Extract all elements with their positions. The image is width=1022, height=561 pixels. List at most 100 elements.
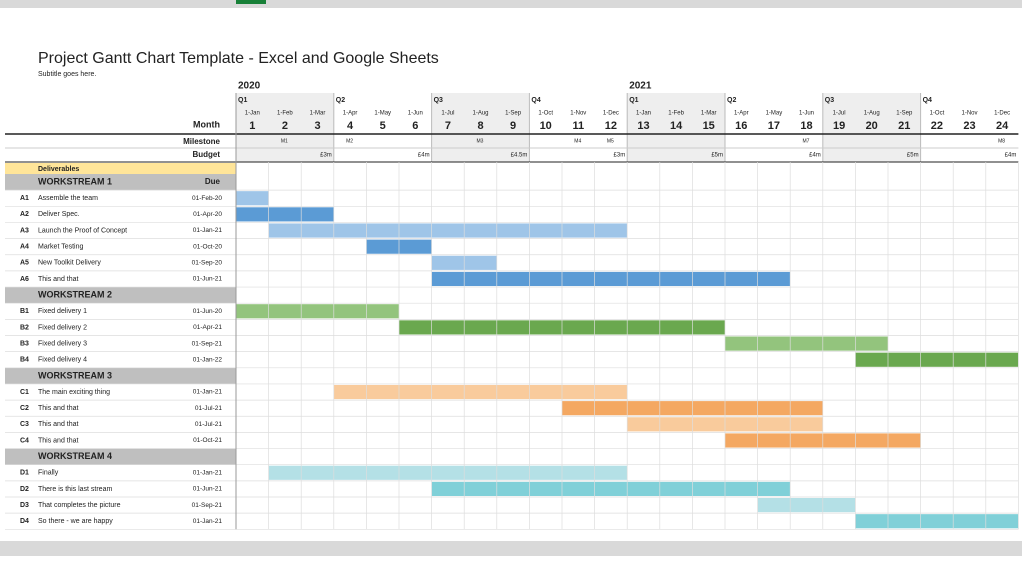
month-number: 7 [445,120,451,132]
year: 2021 [629,81,652,92]
task-id: D4 [20,518,29,525]
milestone: M3 [477,138,484,144]
task-due: 01-Apr-20 [193,211,222,218]
month-number: 15 [703,120,715,132]
month-date: 1-Nov [961,111,977,117]
quarter: Q1 [238,97,247,104]
month-date: 1-Jul [833,111,846,117]
budget: £4m [418,153,430,159]
task-name: This and that [38,405,79,412]
task-name: This and that [38,276,79,283]
task-id: D2 [20,486,29,493]
quarter: Q2 [727,97,736,104]
year: 2020 [238,81,261,92]
quarter: Q4 [923,97,932,104]
task-due: 01-Jun-21 [193,486,223,493]
quarter-shade [236,93,334,162]
task-id: B3 [20,340,29,347]
task-name: That completes the picture [38,502,121,509]
task-id: D3 [20,502,29,509]
month-date: 1-Aug [472,111,488,117]
workstream-row [5,287,236,304]
task-due: 01-Sep-20 [192,260,223,267]
task-due: 01-Oct-21 [193,437,222,444]
task-bar [757,498,856,513]
month-number: 19 [833,120,845,132]
month-date: 1-Feb [277,111,293,117]
month-date: 1-Oct [538,111,553,117]
task-name: There is this last stream [38,486,112,493]
bottom-bar [0,541,1022,556]
month-date: 1-Jul [441,111,454,117]
task-due: 01-Sep-21 [192,340,223,347]
workstream-name: WORKSTREAM 3 [38,370,112,380]
task-due: 01-Jul-21 [195,405,222,412]
month-number: 9 [510,120,516,132]
task-due: 01-Jun-21 [193,276,223,283]
task-id: A2 [20,211,29,218]
month-number: 6 [412,120,418,132]
month-number: 13 [637,120,649,132]
month-number: 1 [249,120,255,132]
task-due: 01-Feb-20 [192,195,222,202]
task-due: 01-Oct-20 [193,243,222,250]
task-name: Fixed delivery 2 [38,324,87,331]
month-number: 12 [605,120,617,132]
task-id: C2 [20,405,29,412]
task-name: Finally [38,470,59,477]
month-date: 1-May [766,111,783,117]
workstream-name: WORKSTREAM 4 [38,451,112,461]
month-number: 21 [898,120,910,132]
milestone: M2 [346,138,353,144]
month-date: 1-May [374,111,391,117]
month-number: 2 [282,120,288,132]
month-date: 1-Dec [994,111,1010,117]
milestone: M1 [281,138,288,144]
task-id: A4 [20,244,29,251]
workstream-name: WORKSTREAM 1 [38,176,112,186]
task-name: This and that [38,421,79,428]
month-number: 18 [800,120,812,132]
task-name: Market Testing [38,244,83,251]
month-number: 17 [768,120,780,132]
month-date: 1-Apr [343,111,358,117]
task-id: C1 [20,389,29,396]
task-due: 01-Jun-20 [193,308,223,315]
task-id: C3 [20,421,29,428]
month-date: 1-Oct [930,111,945,117]
workstream-row [5,367,236,384]
task-id: B1 [20,308,29,315]
task-due: 01-Jan-21 [193,389,223,396]
budget: £5m [907,153,919,159]
task-due: 01-Jan-21 [193,469,223,476]
task-name: So there - we are happy [38,518,113,525]
task-due: 01-Jan-21 [193,227,223,234]
subtitle: Subtitle goes here. [38,71,96,78]
budget: £4.5m [511,153,528,159]
quarter: Q3 [825,97,834,104]
month-number: 8 [477,120,483,132]
month-date: 1-Aug [864,111,880,117]
title: Project Gantt Chart Template - Excel and… [38,50,439,67]
milestone: M4 [574,138,581,144]
task-due: 01-Jan-21 [193,518,223,525]
tab-indicator [236,0,266,4]
month-date: 1-Mar [310,111,326,117]
task-id: A1 [20,195,29,202]
top-bar [0,0,1022,8]
month-date: 1-Sep [896,111,913,117]
task-bar [333,384,628,400]
deliverables-row [5,163,236,174]
task-due: 01-Jan-22 [193,356,223,363]
workstream-row [5,448,236,465]
month-number: 14 [670,120,683,132]
task-bar [855,352,1019,367]
task-bar [236,191,269,206]
task-id: C4 [20,437,29,444]
quarter-shade [627,93,725,162]
month-number: 3 [314,120,320,132]
workstream-name: WORKSTREAM 2 [38,290,112,300]
month-number: 20 [866,120,878,132]
month-date: 1-Dec [603,111,619,117]
